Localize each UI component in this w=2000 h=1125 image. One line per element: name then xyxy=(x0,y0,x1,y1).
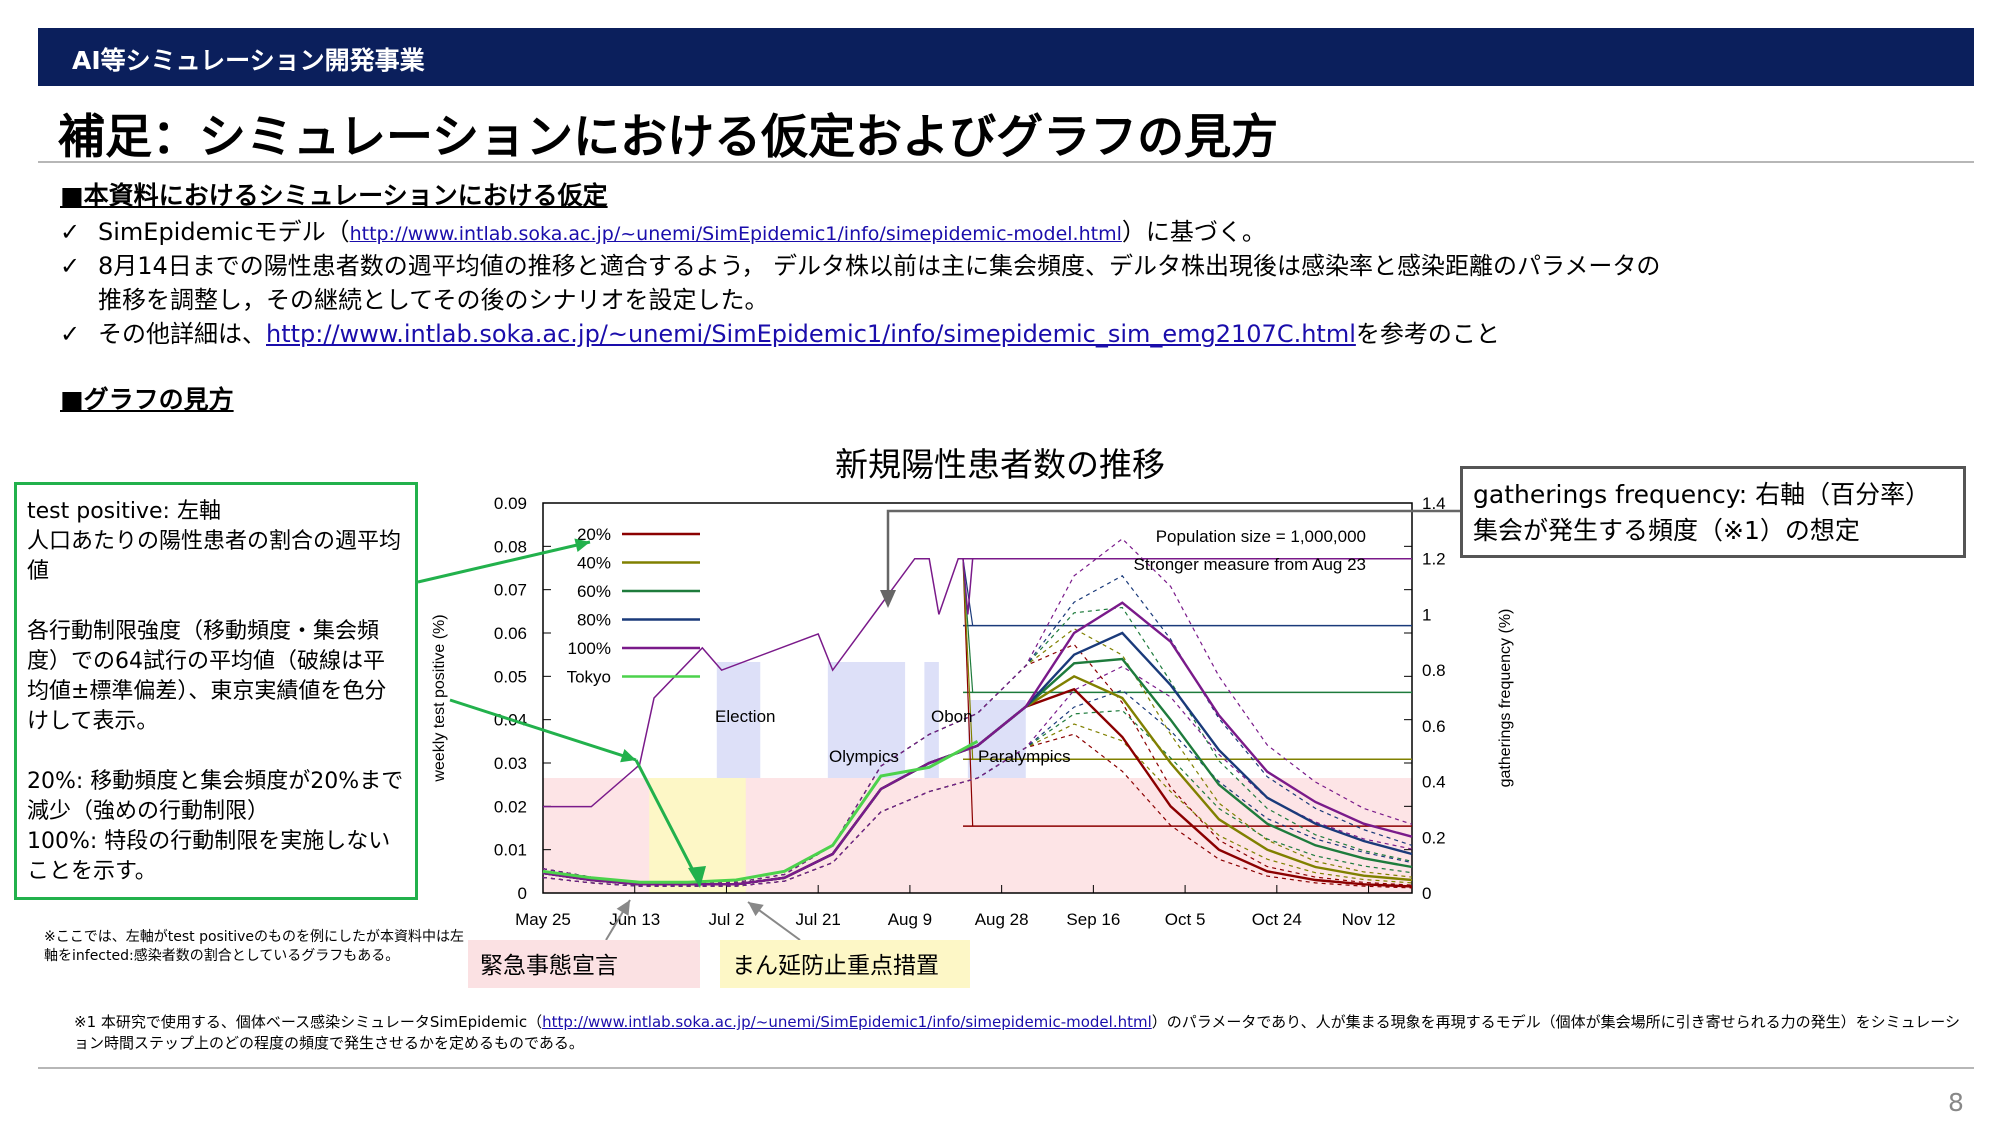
gatherings-line2: 集会が発生する頻度（※1）の想定 xyxy=(1473,516,1860,545)
y2-tick-label: 0.8 xyxy=(1422,661,1446,680)
x-tick-label: Oct 24 xyxy=(1252,910,1302,929)
y2-tick-label: 0.6 xyxy=(1422,717,1446,736)
y2-tick-label: 0.2 xyxy=(1422,828,1446,847)
y-tick-label: 0.01 xyxy=(494,841,527,860)
footnote-prefix: ※1 本研究で使用する、個体ベース感染シミュレータSimEpidemic（ xyxy=(74,1013,543,1031)
pointer-arrow-curve-head xyxy=(688,866,706,888)
title-divider xyxy=(38,161,1974,163)
x-tick-label: Aug 28 xyxy=(975,910,1029,929)
emergency-tag: 緊急事態宣言 xyxy=(468,940,700,988)
graph-guide-heading: ■グラフの見方 xyxy=(60,385,234,414)
olympics-annotation: Olympics xyxy=(829,747,899,766)
page-title: 補足：シミュレーションにおける仮定およびグラフの見方 xyxy=(58,110,1279,165)
y-tick-label: 0.07 xyxy=(494,581,527,600)
test-positive-explanation: test positive: 左軸 人口あたりの陽性患者の割合の週平均値 各行動… xyxy=(14,482,418,900)
bullet-fitting-line2: 推移を調整し，その継続としてその後のシナリオを設定した。 xyxy=(98,286,769,314)
series-line xyxy=(542,601,1413,886)
population-annotation: Population size = 1,000,000 xyxy=(1156,527,1366,546)
details-link[interactable]: http://www.intlab.soka.ac.jp/~unemi/SimE… xyxy=(266,320,1356,348)
footnote-link[interactable]: http://www.intlab.soka.ac.jp/~unemi/SimE… xyxy=(542,1013,1152,1031)
pointer-arrow-legend-head xyxy=(574,538,590,553)
assumptions-heading: ■本資料におけるシミュレーションにおける仮定 xyxy=(60,181,608,210)
gathering-drop-line xyxy=(962,558,974,760)
legend-label: Tokyo xyxy=(567,668,611,687)
legend-label: 60% xyxy=(577,582,611,601)
explanation-levels: 20%: 移動頻度と集会頻度が20%まで減少（強めの行動制限） 100%: 特段… xyxy=(27,769,404,884)
pointer-arrow-gatherings-head xyxy=(880,590,896,608)
priority-measure-tag: まん延防止重点措置 xyxy=(720,940,970,988)
gatherings-line1: gatherings frequency: 右軸（百分率） xyxy=(1473,480,1931,509)
bullet-details-prefix: その他詳細は、 xyxy=(98,320,266,348)
check-icon: ✓ xyxy=(60,218,81,246)
footer-divider xyxy=(38,1067,1974,1069)
bullet-details: ✓ その他詳細は、http://www.intlab.soka.ac.jp/~un… xyxy=(60,314,1500,349)
gatherings-explanation: gatherings frequency: 右軸（百分率） 集会が発生する頻度（… xyxy=(1460,466,1966,558)
footnote: ※1 本研究で使用する、個体ベース感染シミュレータSimEpidemic（htt… xyxy=(74,1012,1974,1054)
left-axis-note: ※ここでは、左軸がtest positiveのものを例にしたが本資料中は左軸をi… xyxy=(44,929,464,964)
check-icon: ✓ xyxy=(60,320,81,348)
explanation-series: 各行動制限強度（移動頻度・集会頻度）での64試行の平均値（破線は平均値±標準偏差… xyxy=(27,619,387,734)
y-axis-label: weekly test positive (%) xyxy=(431,614,448,782)
bullet-details-suffix: を参考のこと xyxy=(1355,320,1500,348)
pointer-arrow-legend xyxy=(417,540,591,584)
legend-label: 100% xyxy=(568,639,611,658)
bullet-model-suffix: ）に基づく。 xyxy=(1121,218,1266,246)
y2-tick-label: 1.2 xyxy=(1422,550,1446,569)
chart-title: 新規陽性患者数の推移 xyxy=(835,445,1165,484)
bullet-fitting: ✓ 8月14日までの陽性患者数の週平均値の推移と適合するよう， デルタ株以前は主に… xyxy=(60,246,1660,281)
x-tick-label: Jul 21 xyxy=(795,910,840,929)
pointer-arrow-priority-head xyxy=(748,902,764,917)
bullet-model: ✓ SimEpidemicモデル（http://www.intlab.soka.a… xyxy=(60,212,1266,247)
x-tick-label: Jun 13 xyxy=(609,910,660,929)
y-tick-label: 0.08 xyxy=(494,537,527,556)
pointer-arrow-gatherings xyxy=(886,509,1460,604)
pointer-arrow-emergency-head xyxy=(616,900,630,916)
bullet-model-prefix: SimEpidemicモデル（ xyxy=(98,218,350,246)
y2-tick-label: 0 xyxy=(1422,884,1431,903)
explanation-axis: test positive: 左軸 人口あたりの陽性患者の割合の週平均値 xyxy=(27,499,402,584)
header-bar-label: AI等シミュレーション開発事業 xyxy=(72,46,425,75)
election-shading xyxy=(716,662,761,778)
olympics-shading xyxy=(827,662,906,778)
check-icon: ✓ xyxy=(60,252,81,280)
x-tick-label: Sep 16 xyxy=(1066,910,1120,929)
legend-label: 80% xyxy=(577,611,611,630)
x-tick-label: May 25 xyxy=(515,910,571,929)
legend-label: 40% xyxy=(577,554,611,573)
pointer-arrow-curve-head xyxy=(620,748,636,763)
pointer-arrow-curve xyxy=(449,698,637,762)
election-annotation: Election xyxy=(715,707,775,726)
series-line xyxy=(542,739,979,884)
x-tick-label: Oct 5 xyxy=(1165,910,1206,929)
bullet-fitting-line1: 8月14日までの陽性患者数の週平均値の推移と適合するよう， デルタ株以前は主に集… xyxy=(98,252,1661,280)
obon-annotation: Obon xyxy=(931,707,973,726)
legend-label: 20% xyxy=(577,525,611,544)
x-tick-label: Jul 2 xyxy=(708,910,744,929)
paralympics-annotation: Paralympics xyxy=(978,747,1071,766)
y-tick-label: 0.05 xyxy=(494,667,527,686)
y-tick-label: 0.03 xyxy=(494,754,527,773)
footnote-suffix: ）のパラメータであり、人が集まる現象を再現するモデル（個体が集会場所に引き寄せら… xyxy=(74,1013,1960,1052)
y-tick-label: 0 xyxy=(518,884,527,903)
pointer-arrow-curve-seg xyxy=(634,759,702,885)
gatherings-frequency-line xyxy=(543,557,1412,808)
y-tick-label: 0.06 xyxy=(494,624,527,643)
page-number: 8 xyxy=(1948,1088,1964,1117)
obon-shading xyxy=(924,662,939,778)
y-tick-label: 0.09 xyxy=(494,494,527,513)
stronger-measure-annotation: Stronger measure from Aug 23 xyxy=(1134,555,1366,574)
header-bar: AI等シミュレーション開発事業 xyxy=(38,28,1974,86)
y2-tick-label: 0.4 xyxy=(1422,773,1446,792)
x-tick-label: Aug 9 xyxy=(888,910,932,929)
plot-frame xyxy=(542,502,1413,894)
y-tick-label: 0.02 xyxy=(494,797,527,816)
x-tick-label: Nov 12 xyxy=(1342,910,1396,929)
y2-axis-label: gatherings frequency (%) xyxy=(1497,609,1514,788)
y2-tick-label: 1.4 xyxy=(1422,494,1446,513)
model-link[interactable]: http://www.intlab.soka.ac.jp/~unemi/SimE… xyxy=(349,223,1122,245)
y2-tick-label: 1 xyxy=(1422,605,1431,624)
